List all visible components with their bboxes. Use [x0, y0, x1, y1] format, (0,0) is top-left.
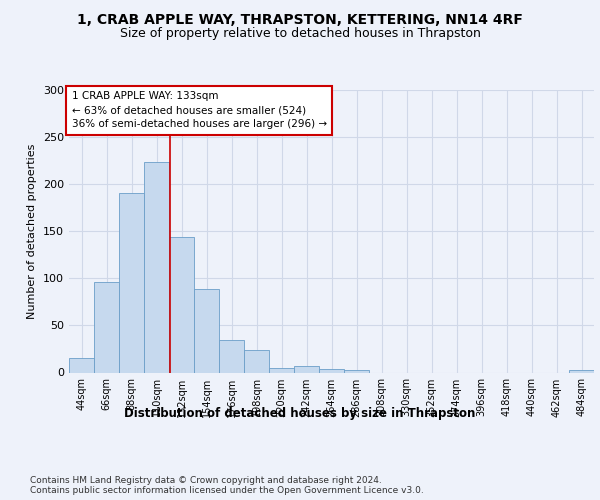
Bar [119, 192, 144, 372]
Bar [169, 237, 194, 372]
Bar [144, 162, 169, 372]
Bar [269, 368, 294, 372]
Bar [569, 370, 594, 372]
Text: Size of property relative to detached houses in Thrapston: Size of property relative to detached ho… [119, 28, 481, 40]
Bar [194, 288, 219, 372]
Text: 1, CRAB APPLE WAY, THRAPSTON, KETTERING, NN14 4RF: 1, CRAB APPLE WAY, THRAPSTON, KETTERING,… [77, 12, 523, 26]
Text: 1 CRAB APPLE WAY: 133sqm
← 63% of detached houses are smaller (524)
36% of semi-: 1 CRAB APPLE WAY: 133sqm ← 63% of detach… [71, 92, 327, 130]
Bar [219, 340, 244, 372]
Bar [319, 368, 344, 372]
Bar [344, 370, 369, 372]
Text: Contains HM Land Registry data © Crown copyright and database right 2024.
Contai: Contains HM Land Registry data © Crown c… [30, 476, 424, 495]
Y-axis label: Number of detached properties: Number of detached properties [28, 144, 37, 319]
Bar [244, 350, 269, 372]
Bar [294, 366, 319, 372]
Bar [94, 282, 119, 372]
Bar [69, 358, 94, 372]
Text: Distribution of detached houses by size in Thrapston: Distribution of detached houses by size … [124, 408, 476, 420]
